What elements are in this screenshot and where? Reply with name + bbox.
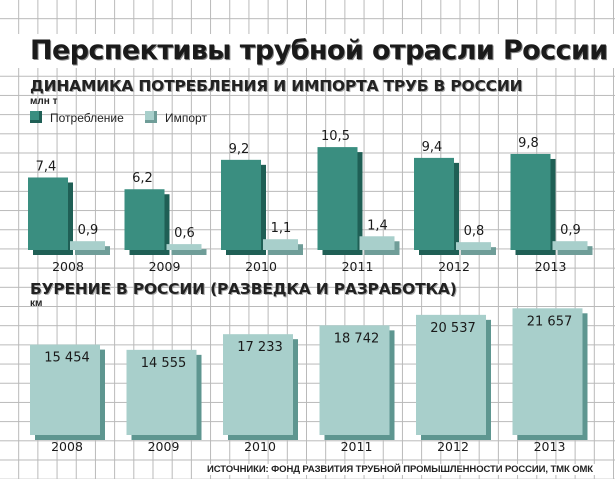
- value-label-consumption-2008: 7,4: [36, 159, 57, 174]
- bar-import-2008: [70, 241, 105, 250]
- x-tick-drilling-2009: 2009: [148, 439, 180, 454]
- legend-label-import: Импорт: [165, 111, 207, 125]
- bar-import-2013: [552, 241, 588, 250]
- legend-label-consumption: Потребление: [50, 111, 124, 125]
- x-tick-consumption-2008: 2008: [52, 259, 84, 274]
- bar-drilling-2010: [223, 334, 293, 435]
- bar-drilling-2008: [30, 344, 100, 435]
- bar-consumption-2010: [221, 159, 261, 250]
- drilling-units-label: км: [30, 298, 43, 309]
- bar-import-2012-shadow: [461, 247, 496, 255]
- value-label-drilling-2011: 18 742: [334, 331, 380, 346]
- consumption-chart-title: ДИНАМИКА ПОТРЕБЛЕНИЯ И ИМПОРТА ТРУБ В РО…: [30, 77, 523, 95]
- value-label-consumption-2012: 9,4: [422, 140, 443, 155]
- bar-consumption-2013: [510, 153, 551, 250]
- x-tick-consumption-2013: 2013: [535, 259, 567, 274]
- x-tick-drilling-2010: 2010: [244, 439, 276, 454]
- value-label-import-2012: 0,8: [464, 224, 485, 239]
- value-label-consumption-2011: 10,5: [321, 129, 350, 144]
- bar-drilling-2009: [126, 349, 197, 435]
- page-title: Перспективы трубной отрасли России: [0, 34, 615, 68]
- x-tick-consumption-2009: 2009: [149, 259, 181, 274]
- value-label-drilling-2013: 21 657: [527, 314, 573, 329]
- value-label-import-2011: 1,4: [367, 218, 388, 233]
- drilling-chart-title: БУРЕНИЕ В РОССИИ (РАЗВЕДКА И РАЗРАБОТКА): [30, 280, 457, 298]
- x-tick-drilling-2013: 2013: [534, 439, 566, 454]
- bar-import-2009: [166, 244, 202, 250]
- value-label-drilling-2012: 20 537: [430, 321, 476, 336]
- value-label-consumption-2009: 6,2: [132, 171, 153, 186]
- bar-consumption-2009: [124, 189, 165, 250]
- bar-import-2008-shadow: [75, 246, 110, 255]
- value-label-drilling-2009: 14 555: [141, 356, 187, 371]
- bar-import-2011: [359, 236, 395, 250]
- bar-drilling-2011: [319, 325, 390, 435]
- bar-consumption-2012: [414, 157, 454, 250]
- legend-swatch-consumption: [30, 111, 42, 123]
- value-label-import-2010: 1,1: [271, 221, 292, 236]
- source-note: ИСТОЧНИКИ: ФОНД РАЗВИТИЯ ТРУБНОЙ ПРОМЫШЛ…: [205, 464, 595, 475]
- value-label-consumption-2013: 9,8: [518, 136, 539, 151]
- value-label-consumption-2010: 9,2: [229, 142, 250, 157]
- value-label-import-2008: 0,9: [78, 223, 99, 238]
- x-tick-consumption-2011: 2011: [342, 259, 374, 274]
- bar-import-2010: [263, 239, 298, 250]
- bar-import-2013-shadow: [557, 246, 593, 255]
- consumption-units-label: млн т: [30, 96, 58, 107]
- bar-consumption-2011: [317, 147, 358, 250]
- x-tick-drilling-2008: 2008: [51, 439, 83, 454]
- value-label-import-2013: 0,9: [560, 223, 581, 238]
- x-tick-drilling-2012: 2012: [437, 439, 469, 454]
- bar-import-2012: [456, 242, 491, 250]
- bar-drilling-2012: [416, 314, 486, 435]
- value-label-drilling-2008: 15 454: [44, 351, 90, 366]
- legend-swatch-import: [145, 111, 157, 123]
- bar-drilling-2013: [512, 308, 583, 435]
- bar-import-2009-shadow: [171, 249, 207, 255]
- x-tick-consumption-2012: 2012: [438, 259, 470, 274]
- value-label-drilling-2010: 17 233: [237, 340, 283, 355]
- bar-consumption-2008: [28, 177, 68, 250]
- value-label-import-2009: 0,6: [174, 226, 195, 241]
- x-tick-consumption-2010: 2010: [245, 259, 277, 274]
- x-tick-drilling-2011: 2011: [341, 439, 373, 454]
